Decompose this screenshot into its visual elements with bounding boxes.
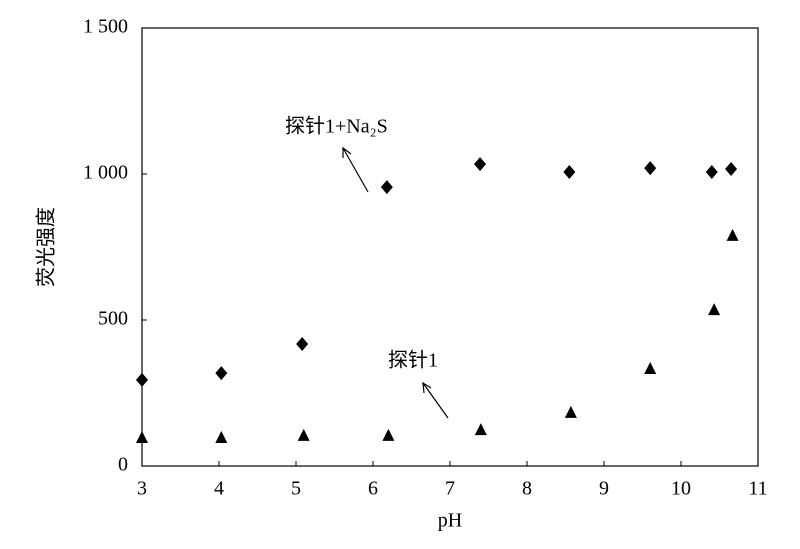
point xyxy=(725,162,738,177)
point xyxy=(215,430,228,443)
point xyxy=(474,157,487,172)
x-tick-label: 7 xyxy=(445,478,455,500)
x-tick-label: 3 xyxy=(137,478,147,500)
x-axis-label: pH xyxy=(438,510,462,532)
x-tick-label: 11 xyxy=(748,478,767,500)
arrow-head xyxy=(342,146,352,158)
point xyxy=(564,405,577,418)
x-tick-label: 9 xyxy=(599,478,609,500)
point xyxy=(382,428,395,441)
series-label: 探针1 xyxy=(388,349,438,372)
arrow xyxy=(422,382,449,419)
point xyxy=(296,336,309,351)
point xyxy=(563,164,576,179)
x-tick-label: 4 xyxy=(214,478,224,500)
point xyxy=(215,366,228,381)
series-label: 探针1+Na₂S xyxy=(285,115,388,138)
arrow-head xyxy=(422,381,432,394)
y-tick-label: 1 500 xyxy=(83,16,128,38)
point xyxy=(726,228,739,241)
x-tick-label: 10 xyxy=(671,478,691,500)
point xyxy=(708,303,721,316)
y-tick-label: 0 xyxy=(118,454,128,476)
point xyxy=(644,362,657,375)
x-tick-label: 5 xyxy=(291,478,301,500)
plot-frame xyxy=(141,27,759,467)
y-tick-label: 1 000 xyxy=(83,162,128,184)
y-tick-label: 500 xyxy=(98,308,128,330)
y-axis-label: 荧光强度 xyxy=(35,207,58,287)
x-tick-label: 8 xyxy=(522,478,532,500)
point xyxy=(136,372,148,387)
point xyxy=(644,161,657,176)
arrow xyxy=(342,147,369,193)
point xyxy=(705,164,718,179)
point xyxy=(136,430,148,443)
point xyxy=(380,180,393,195)
point xyxy=(474,423,487,436)
point xyxy=(297,428,310,441)
annotation-arrows xyxy=(342,146,449,419)
x-tick-label: 6 xyxy=(368,478,378,500)
